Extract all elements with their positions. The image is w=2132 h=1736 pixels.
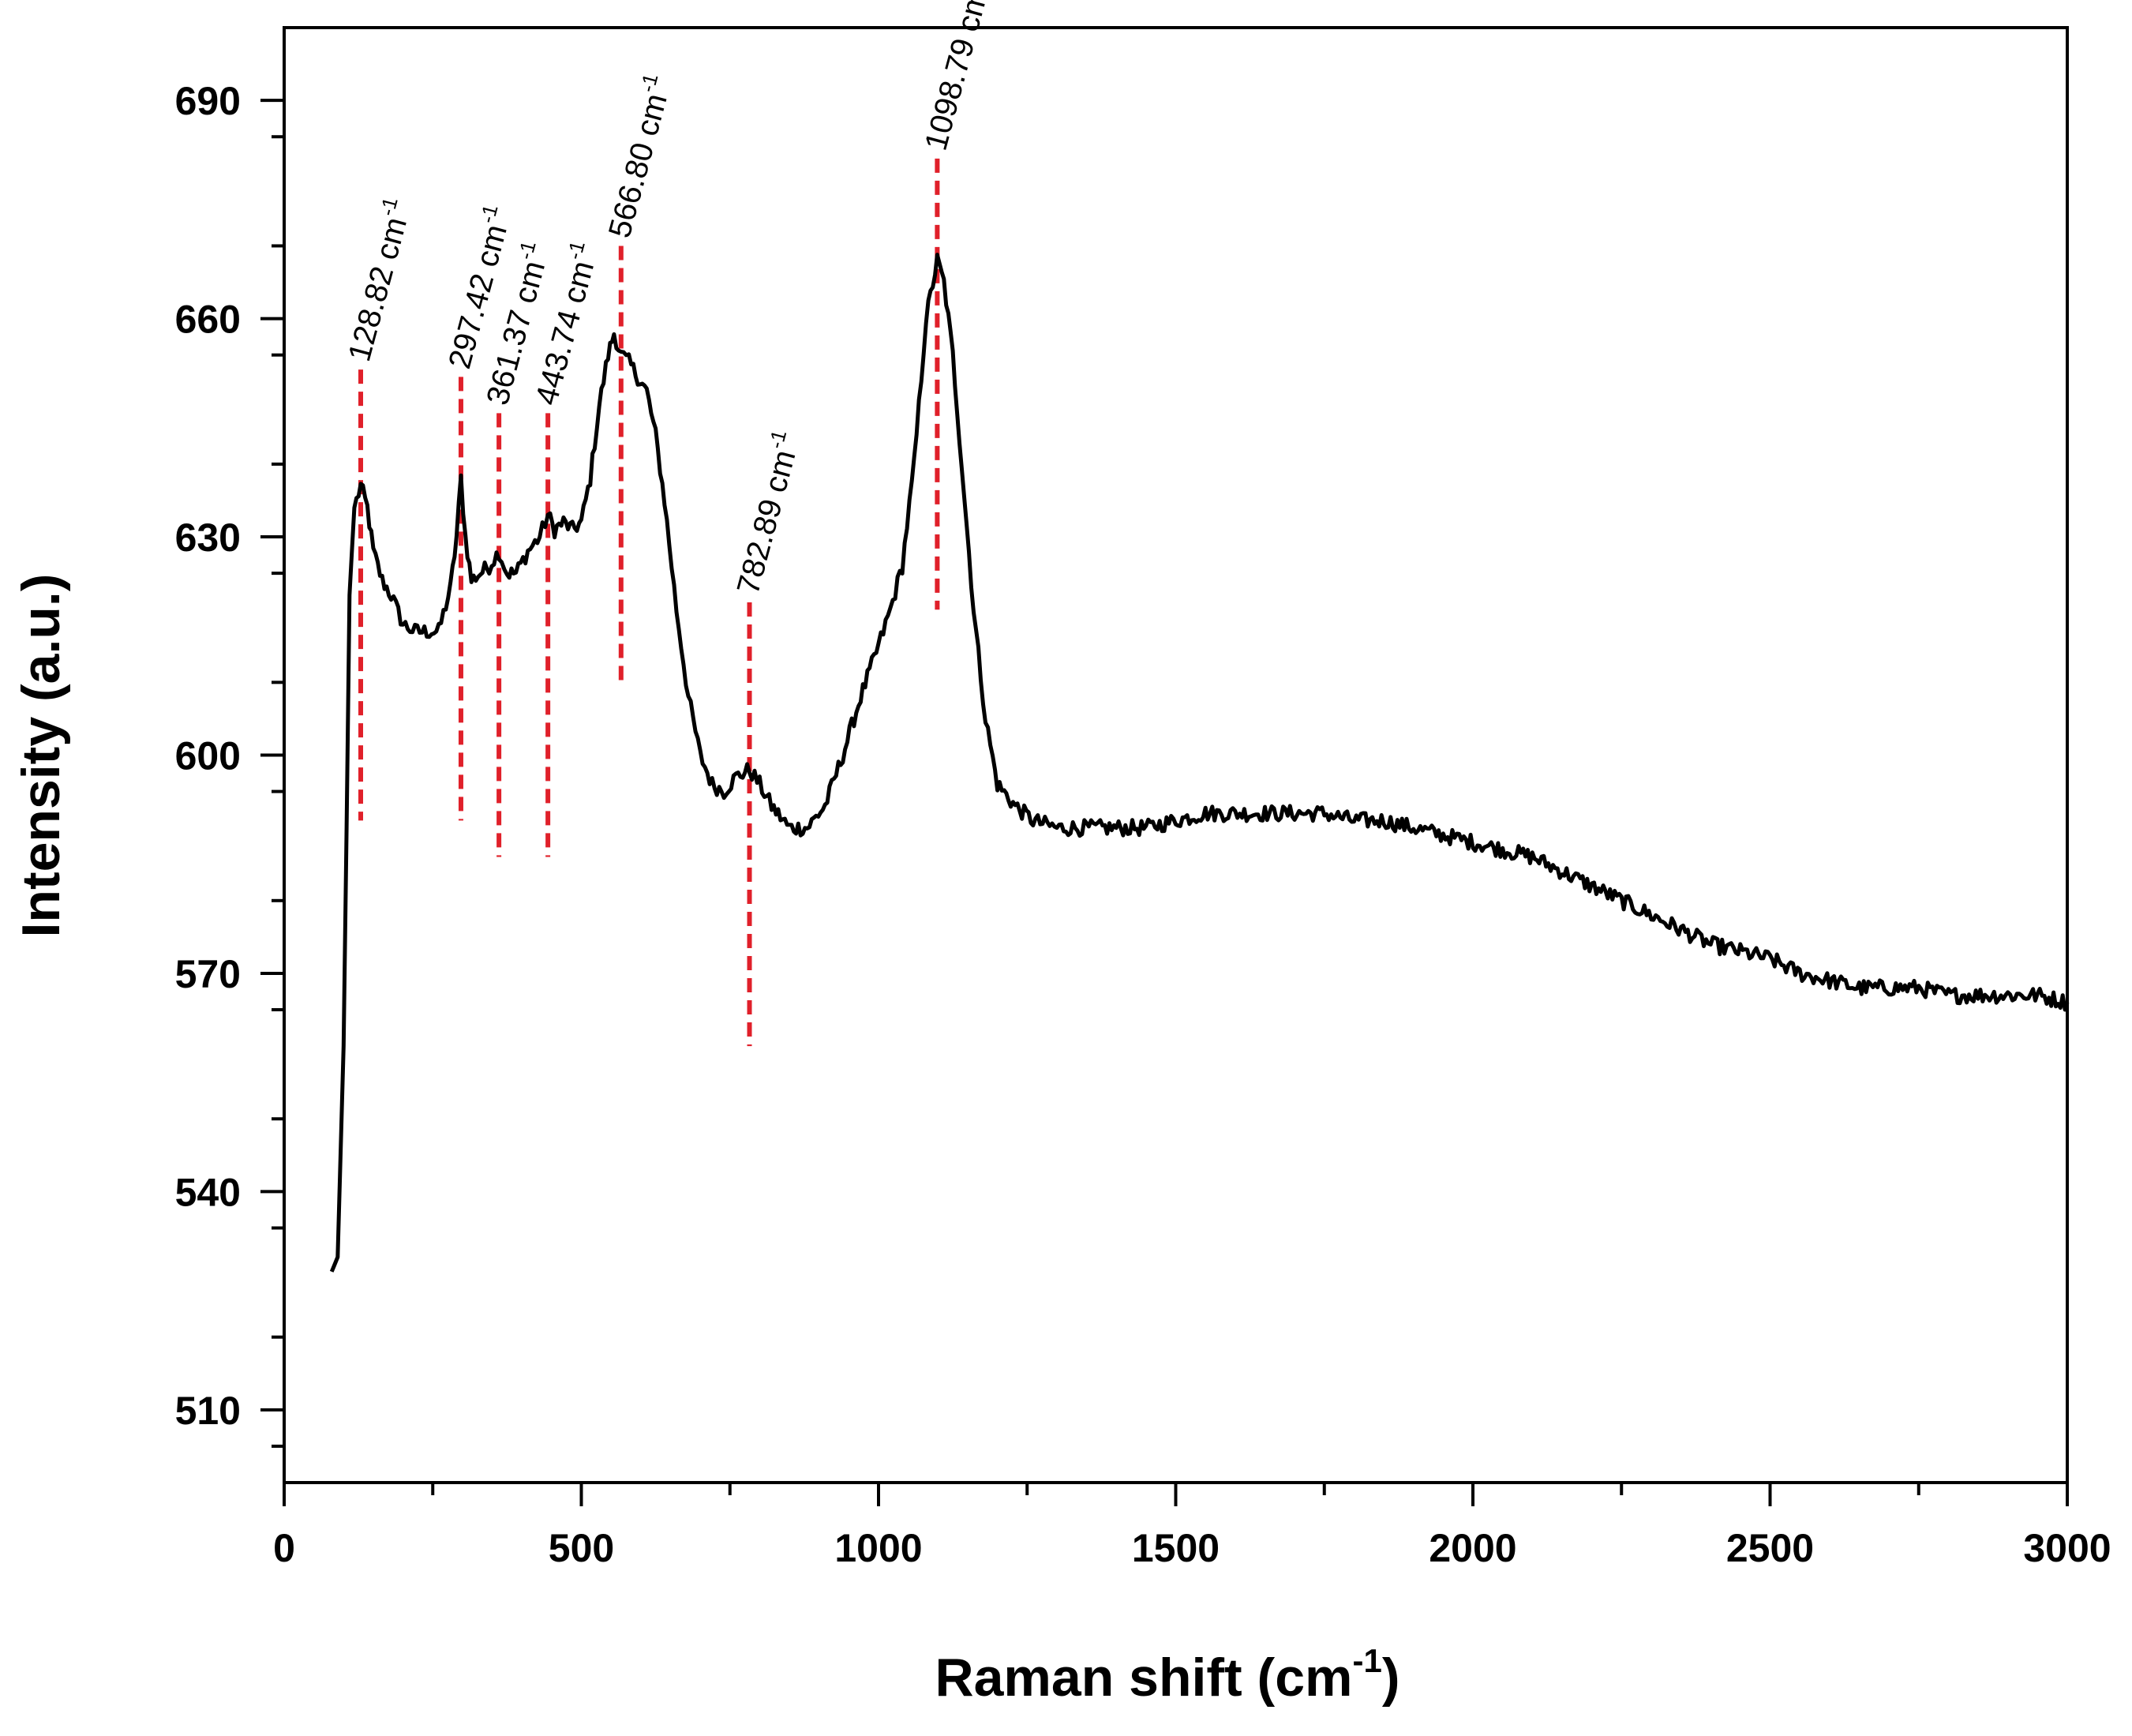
- y-tick-label: 540: [175, 1170, 241, 1214]
- x-tick-label: 0: [273, 1526, 295, 1570]
- x-tick-label: 2500: [1726, 1526, 1814, 1570]
- y-tick-label: 600: [175, 734, 241, 778]
- y-tick-label: 630: [175, 516, 241, 560]
- x-tick-label: 3000: [2023, 1526, 2111, 1570]
- y-axis-title: Intensity (a.u.): [11, 574, 71, 938]
- x-axis-title-suffix: ): [1382, 1648, 1400, 1708]
- spectrum-line: [329, 253, 2070, 1273]
- x-tick-label: 500: [549, 1526, 614, 1570]
- y-tick-label: 660: [175, 298, 241, 342]
- x-tick-label: 2000: [1429, 1526, 1516, 1570]
- y-tick-label: 690: [175, 79, 241, 123]
- y-tick-label: 570: [175, 952, 241, 996]
- y-tick-label: 510: [175, 1389, 241, 1433]
- x-tick-label: 1000: [834, 1526, 922, 1570]
- axis-ticks: 0 500 1000 1500 2000 2500 3000 510 540 570 600 630 6…: [175, 79, 2111, 1570]
- plot-frame: [283, 26, 2069, 1484]
- x-axis-title-sup: -1: [1352, 1642, 1381, 1679]
- x-axis-title: Raman shift (cm-1): [935, 1642, 1399, 1708]
- x-tick-label: 1500: [1132, 1526, 1220, 1570]
- x-axis-title-main: Raman shift (cm: [935, 1648, 1352, 1708]
